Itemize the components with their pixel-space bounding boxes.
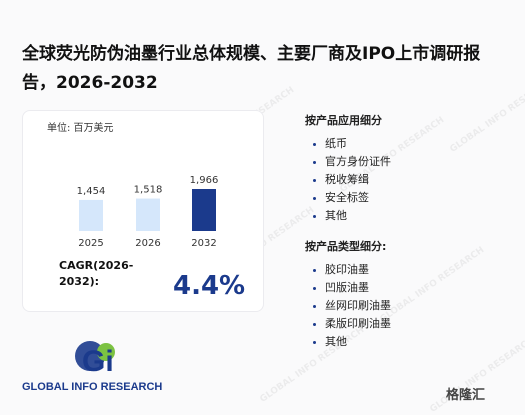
category-label: 2025 [78,238,103,249]
unit-label: 单位: 百万美元 [47,121,114,134]
bar [192,189,216,231]
badge: 格隆汇 [446,388,486,403]
logo-mark: Gi [82,345,114,378]
bar [136,198,160,231]
chart: 单位: 百万美元 CAGR(2026-2032): 4.4% 1,454 2025… [47,121,245,301]
category-label: 2032 [191,238,216,249]
segment-list: 胶印油墨 凹版油墨 丝网印刷油墨 柔版印刷油墨 其他 [305,261,391,351]
logo-shape [97,343,115,361]
segment-item: 税收筹缉 [313,171,391,189]
value-label: 1,454 [77,186,106,197]
segment-title: 按产品应用细分 [305,114,382,127]
value-label: 1,966 [190,175,219,186]
segment-list: 纸币 官方身份证件 税收筹缉 安全标签 其他 [305,135,391,225]
segment-item: 其他 [313,207,391,225]
segment-item: 安全标签 [313,189,391,207]
bar [79,199,103,231]
category-label: 2026 [135,238,160,249]
segment-item: 柔版印刷油墨 [313,315,391,333]
segment-item: 胶印油墨 [313,261,391,279]
logo-name: GLOBAL INFO RESEARCH [22,381,162,393]
report-title: 全球荧光防伪油墨行业总体规模、主要厂商及IPO上市调研报告，2026-2032 [22,44,481,93]
segment-item: 官方身份证件 [313,153,391,171]
segment-item: 凹版油墨 [313,279,391,297]
segment-title: 按产品类型细分: [305,240,387,253]
cagr-label: CAGR(2026-2032): [59,259,133,288]
logo-shape [75,341,105,371]
value-label: 1,518 [134,185,163,196]
watermark: GLOBAL INFO RESEARCH [378,245,487,325]
summary-card: 单位: 百万美元 CAGR(2026-2032): 4.4% 1,454 2025… [22,110,264,312]
logo: Gi GLOBAL INFO RESEARCH [22,341,162,393]
segment-item: 丝网印刷油墨 [313,297,391,315]
segment-item: 其他 [313,333,391,351]
cagr-value: 4.4% [173,271,245,301]
segment-item: 纸币 [313,135,391,153]
segment: 按产品类型细分: 胶印油墨 凹版油墨 丝网印刷油墨 柔版印刷油墨 其他 [305,238,391,351]
segment: 按产品应用细分纸币 官方身份证件 税收筹缉 安全标签 其他 [305,112,391,225]
